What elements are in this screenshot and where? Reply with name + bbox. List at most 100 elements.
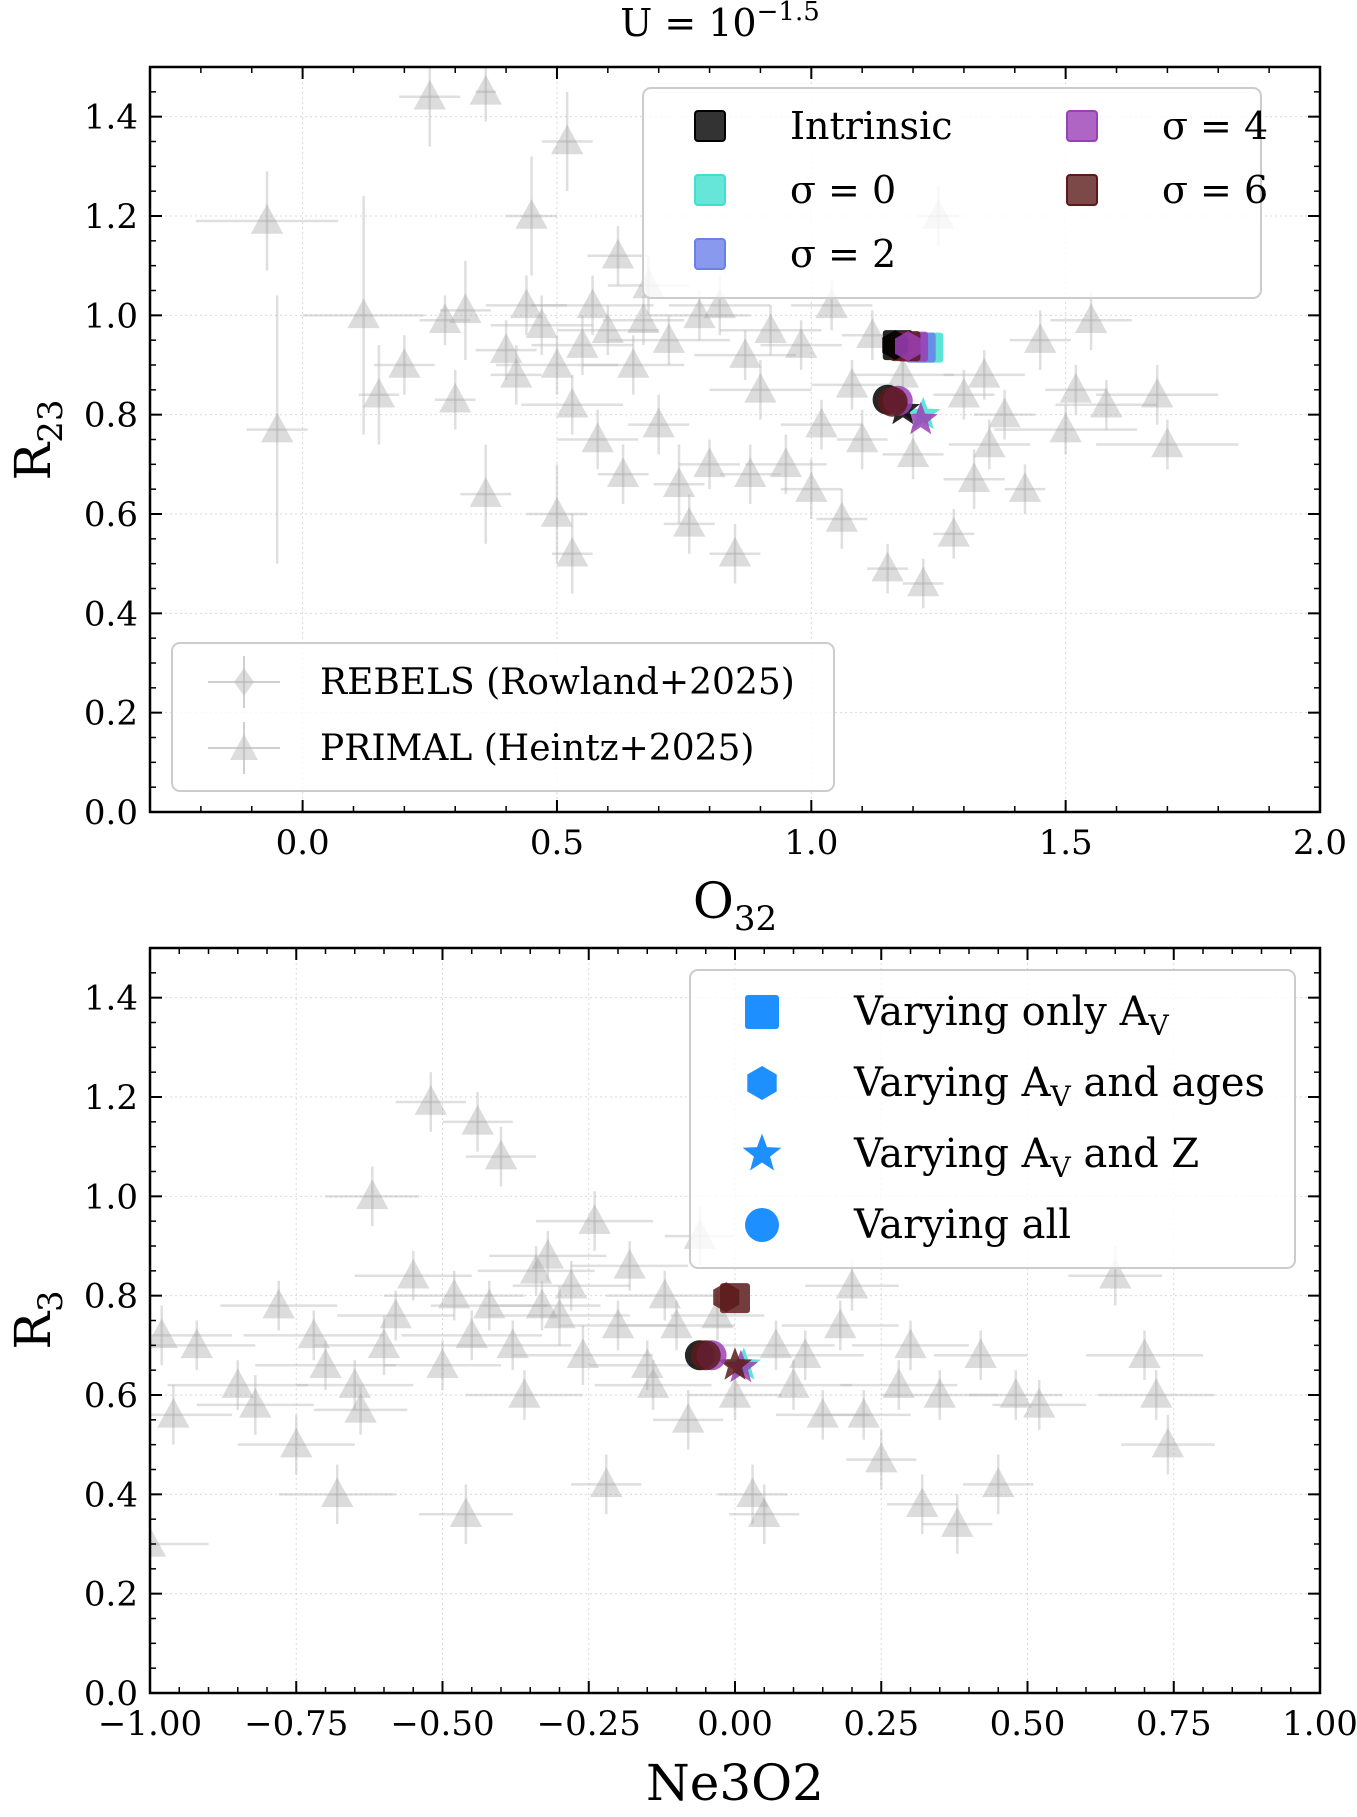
sigma-legend-label: Intrinsic bbox=[790, 104, 952, 148]
obs-marker bbox=[347, 298, 380, 329]
bottom-ylabel-main: R bbox=[4, 1311, 62, 1350]
obs-marker bbox=[525, 1288, 559, 1319]
obs-marker bbox=[1008, 472, 1042, 502]
x-tick-label: 0.75 bbox=[1136, 1704, 1212, 1744]
x-tick-label: 0.5 bbox=[530, 823, 584, 863]
obs-point bbox=[746, 1330, 864, 1381]
obs-point bbox=[526, 464, 588, 564]
obs-point bbox=[606, 1270, 724, 1321]
y-tick-label: 0.2 bbox=[84, 1575, 138, 1615]
obs-marker bbox=[496, 1328, 529, 1359]
marker-legend-marker bbox=[745, 1208, 779, 1242]
obs-marker bbox=[871, 551, 904, 582]
obs-point bbox=[840, 1360, 958, 1410]
obs-marker bbox=[180, 1328, 213, 1359]
obs-marker bbox=[555, 1268, 588, 1299]
sigma-legend-label: σ = 0 bbox=[790, 168, 896, 212]
obs-marker bbox=[754, 313, 787, 343]
obs-point bbox=[607, 315, 730, 365]
obs-point bbox=[729, 1484, 800, 1544]
x-tick-label: 0.50 bbox=[990, 1704, 1066, 1744]
obs-point bbox=[882, 429, 944, 480]
obs-marker bbox=[150, 1318, 178, 1349]
obs-marker bbox=[815, 288, 848, 319]
obs-point bbox=[760, 320, 842, 370]
obs-marker bbox=[428, 303, 462, 334]
obs-point bbox=[781, 1300, 899, 1351]
marker-legend-label: Varying AV and ages bbox=[853, 1060, 1265, 1113]
obs-marker bbox=[703, 288, 736, 319]
obs-marker bbox=[947, 377, 981, 408]
obs-marker bbox=[673, 506, 706, 537]
obs-point bbox=[485, 275, 568, 336]
top-obs-legend: REBELS (Rowland+2025) PRIMAL (Heintz+202… bbox=[171, 642, 835, 792]
obs-point bbox=[836, 409, 888, 470]
obs-point bbox=[531, 275, 654, 336]
obs-marker bbox=[999, 1378, 1032, 1408]
obs-point bbox=[933, 509, 975, 559]
obs-marker bbox=[556, 387, 589, 418]
obs-marker bbox=[923, 1378, 956, 1408]
sigma-legend-marker bbox=[694, 238, 726, 270]
obs-point bbox=[465, 1126, 537, 1187]
obs-marker bbox=[367, 1328, 401, 1359]
y-tick-label: 0.6 bbox=[84, 495, 138, 535]
obs-point bbox=[195, 171, 339, 271]
obs-marker bbox=[1099, 1258, 1132, 1289]
obs-marker bbox=[835, 367, 869, 398]
rebels-legend-marker bbox=[208, 656, 280, 708]
obs-point bbox=[1050, 290, 1132, 351]
obs-marker bbox=[438, 1278, 471, 1309]
obs-point bbox=[709, 360, 812, 420]
y-tick-label: 1.4 bbox=[84, 98, 138, 138]
obs-marker bbox=[338, 1368, 371, 1398]
obs-marker bbox=[591, 313, 624, 343]
top-sigma-legend-box bbox=[642, 87, 1262, 299]
obs-marker bbox=[413, 79, 446, 110]
x-tick-label: 2.0 bbox=[1293, 823, 1347, 863]
obs-point bbox=[465, 1370, 583, 1420]
obs-point bbox=[1096, 419, 1239, 470]
obs-marker bbox=[882, 1368, 915, 1398]
obs-marker bbox=[449, 1497, 483, 1527]
obs-marker bbox=[907, 566, 940, 597]
obs-marker bbox=[701, 1298, 734, 1329]
top-obs-legend-box bbox=[171, 642, 835, 792]
obs-marker bbox=[469, 477, 502, 507]
obs-marker bbox=[957, 462, 991, 492]
obs-marker bbox=[1074, 303, 1108, 334]
obs-marker bbox=[896, 437, 930, 468]
top-panel: 0.0 0.5 1.0 1.5 2.00.00.20.40.60.81.01.21.4 … bbox=[4, 65, 1347, 939]
obs-point bbox=[243, 1310, 384, 1361]
obs-point bbox=[816, 489, 868, 549]
figure-title: U = 10−1.5 bbox=[620, 0, 820, 45]
model-point-circle bbox=[877, 386, 908, 417]
obs-point bbox=[454, 1320, 572, 1371]
obs-marker bbox=[356, 1179, 389, 1210]
y-tick-label: 0.6 bbox=[84, 1376, 138, 1416]
obs-marker bbox=[461, 1104, 494, 1135]
bottom-ylabel-group: R3 bbox=[4, 1290, 71, 1349]
obs-point bbox=[220, 1280, 338, 1331]
obs-point bbox=[495, 335, 618, 395]
obs-marker bbox=[239, 1387, 272, 1418]
obs-marker bbox=[508, 1378, 541, 1408]
obs-point bbox=[571, 1454, 642, 1515]
obs-marker bbox=[736, 1477, 769, 1508]
obs-point bbox=[401, 1310, 542, 1361]
obs-point bbox=[719, 305, 822, 356]
obs-marker bbox=[744, 372, 777, 403]
obs-marker bbox=[968, 357, 1001, 388]
obs-point bbox=[489, 1231, 607, 1281]
obs-point bbox=[1004, 464, 1046, 514]
obs-marker bbox=[1090, 387, 1123, 418]
obs-point bbox=[442, 1092, 513, 1152]
obs-marker bbox=[1024, 323, 1057, 353]
obs-marker bbox=[1049, 412, 1082, 443]
obs-point bbox=[469, 67, 502, 122]
obs-point bbox=[506, 156, 557, 276]
obs-marker bbox=[636, 1368, 670, 1398]
obs-point bbox=[278, 1464, 396, 1525]
obs-marker bbox=[865, 1442, 898, 1473]
obs-point bbox=[933, 369, 995, 420]
